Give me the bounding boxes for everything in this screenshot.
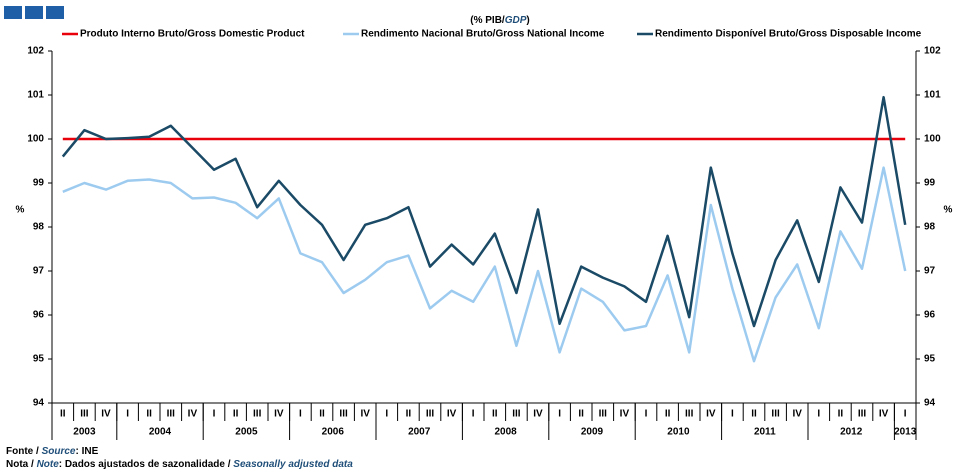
x-tick-label: II — [578, 409, 584, 420]
note-pt: Nota / — [6, 459, 37, 470]
source-pt: Fonte / — [6, 446, 42, 457]
y2-tick-label: 102 — [924, 46, 941, 57]
x-tick-label: I — [213, 409, 216, 420]
year-label: 2012 — [840, 427, 863, 438]
y2-tick-label: 96 — [924, 310, 936, 321]
chart-title: (% PIB/GDP) — [470, 15, 529, 26]
y-tick-label: 96 — [33, 310, 45, 321]
x-tick-label: IV — [360, 409, 370, 420]
x-tick-label: IV — [879, 409, 889, 420]
y-tick-label: 95 — [33, 354, 45, 365]
x-tick-label: III — [599, 409, 608, 420]
x-tick-label: III — [685, 409, 694, 420]
x-tick-label: IV — [101, 409, 111, 420]
x-tick-label: IV — [620, 409, 630, 420]
x-tick-label: II — [406, 409, 412, 420]
legend-label: Rendimento Nacional Bruto/Gross National… — [361, 29, 605, 40]
x-tick-label: IV — [792, 409, 802, 420]
x-tick-label: II — [146, 409, 152, 420]
series-line — [61, 95, 907, 328]
year-label: 2004 — [149, 427, 172, 438]
x-tick-label: III — [771, 409, 780, 420]
year-label: 2005 — [235, 427, 258, 438]
source-text: : INE — [75, 446, 98, 457]
x-tick-label: I — [904, 409, 907, 420]
logo-square — [4, 6, 22, 19]
x-tick-label: II — [751, 409, 757, 420]
x-tick-label: II — [233, 409, 239, 420]
title-en: GDP — [505, 15, 527, 26]
x-tick-label: I — [472, 409, 475, 420]
x-tick-label: I — [385, 409, 388, 420]
note-text: : Dados ajustados de sazonalidade / — [59, 459, 234, 470]
legend-label: Produto Interno Bruto/Gross Domestic Pro… — [80, 29, 305, 40]
x-tick-label: IV — [274, 409, 284, 420]
x-tick-label: III — [167, 409, 176, 420]
x-tick-label: III — [80, 409, 89, 420]
y2-tick-label: 95 — [924, 354, 936, 365]
x-tick-label: II — [319, 409, 325, 420]
x-tick-label: IV — [188, 409, 198, 420]
year-label: 2009 — [581, 427, 604, 438]
y-tick-label: 97 — [33, 266, 45, 277]
logo-square — [46, 6, 64, 19]
x-tick-label: II — [60, 409, 66, 420]
x-tick-label: I — [558, 409, 561, 420]
y-tick-label: 101 — [27, 90, 44, 101]
year-label: 2008 — [494, 427, 517, 438]
year-label: 2011 — [754, 427, 776, 438]
x-tick-label: IV — [706, 409, 716, 420]
y2-tick-label: 101 — [924, 90, 941, 101]
year-label: 2006 — [322, 427, 345, 438]
legend-label: Rendimento Disponível Bruto/Gross Dispos… — [655, 29, 922, 40]
source: Fonte / Source: INE — [6, 446, 99, 457]
y2-tick-label: 100 — [924, 134, 941, 145]
x-tick-label: II — [665, 409, 671, 420]
year-label: 2013 — [894, 427, 917, 438]
y2-tick-label: 94 — [924, 398, 936, 409]
logo-square — [25, 6, 43, 19]
note-en2: Seasonally adjusted data — [233, 459, 353, 470]
year-label: 2007 — [408, 427, 431, 438]
x-tick-label: III — [426, 409, 435, 420]
y2-tick-label: 99 — [924, 178, 936, 189]
year-label: 2003 — [73, 427, 96, 438]
x-tick-label: II — [838, 409, 844, 420]
note: Nota / Note: Dados ajustados de sazonali… — [6, 459, 353, 470]
y-tick-label: 99 — [33, 178, 45, 189]
y2-tick-label: 98 — [924, 222, 936, 233]
y-tick-label: 94 — [33, 398, 45, 409]
y-tick-label: 100 — [27, 134, 44, 145]
x-tick-label: IV — [447, 409, 457, 420]
year-label: 2010 — [667, 427, 690, 438]
x-tick-label: I — [817, 409, 820, 420]
y-axis-label: % — [16, 205, 25, 216]
x-tick-label: II — [492, 409, 498, 420]
x-tick-label: III — [339, 409, 348, 420]
title-close: ) — [526, 15, 529, 26]
title-pt: (% PIB/ — [470, 15, 505, 26]
x-tick-label: III — [512, 409, 521, 420]
x-tick-label: I — [299, 409, 302, 420]
y-tick-label: 98 — [33, 222, 45, 233]
series-line — [62, 166, 907, 363]
y-tick-label: 102 — [27, 46, 44, 57]
note-en: Note — [37, 459, 60, 470]
x-tick-label: I — [126, 409, 129, 420]
source-en: Source — [42, 446, 76, 457]
x-tick-label: III — [253, 409, 262, 420]
y2-axis-label: % — [944, 205, 953, 216]
y2-tick-label: 97 — [924, 266, 936, 277]
x-tick-label: I — [731, 409, 734, 420]
x-tick-label: IV — [533, 409, 543, 420]
x-tick-label: III — [858, 409, 867, 420]
x-tick-label: I — [645, 409, 648, 420]
